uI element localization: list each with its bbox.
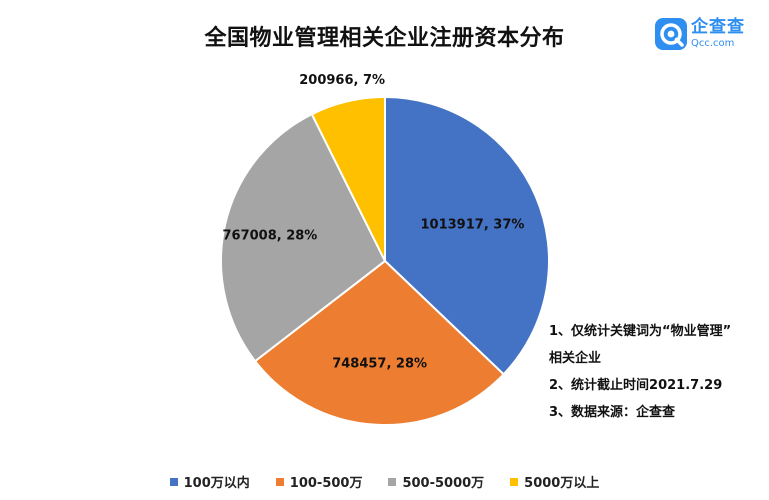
legend-label: 100万以内 — [183, 476, 250, 491]
chart-notes: 1、仅统计关键词为“物业管理” 相关企业 2、统计截止时间2021.7.29 3… — [549, 318, 764, 426]
note-line-1: 1、仅统计关键词为“物业管理” — [549, 324, 732, 339]
note-line-4: 3、数据来源：企查查 — [549, 405, 676, 420]
pie-slice — [220, 112, 387, 363]
note-line-2: 相关企业 — [549, 351, 602, 366]
legend-label: 500-5000万 — [402, 476, 485, 491]
note-line-3: 2、统计截止时间2021.7.29 — [549, 378, 723, 393]
legend-label: 5000万以上 — [524, 476, 600, 491]
pie-data-label: 200966, 7% — [299, 73, 385, 88]
legend-swatch — [169, 477, 178, 486]
brand-url: Qcc.com — [691, 38, 735, 49]
pie-slice — [384, 95, 550, 376]
legend-swatch — [510, 477, 519, 486]
legend-swatch — [388, 477, 397, 486]
pie-slice — [310, 95, 386, 262]
legend-item: 500-5000万 — [388, 472, 484, 491]
brand-text: 企查查 Qcc.com — [691, 19, 745, 49]
pie-data-label: 748457, 28% — [332, 357, 427, 372]
pie-slices — [220, 95, 550, 426]
legend-item: 100-500万 — [275, 472, 363, 491]
pie-data-label: 1013917, 37% — [421, 218, 525, 233]
brand-name: 企查查 — [691, 17, 745, 37]
chart-title: 全国物业管理相关企业注册资本分布 — [204, 26, 565, 51]
pie-slice — [253, 259, 506, 426]
legend-item: 5000万以上 — [510, 472, 599, 491]
pie-data-labels: 1013917, 37% 748457, 28% 767008, 28% 200966… — [222, 73, 524, 372]
legend-item: 100万以内 — [169, 472, 250, 491]
qcc-logo-icon — [655, 18, 687, 50]
pie-data-label: 767008, 28% — [222, 229, 317, 244]
brand-logo: 企查查 Qcc.com — [654, 14, 758, 54]
legend-swatch — [275, 477, 284, 486]
chart-legend: 100万以内 100-500万 500-5000万 5000万以上 — [0, 472, 769, 491]
legend-label: 100-500万 — [289, 476, 363, 491]
